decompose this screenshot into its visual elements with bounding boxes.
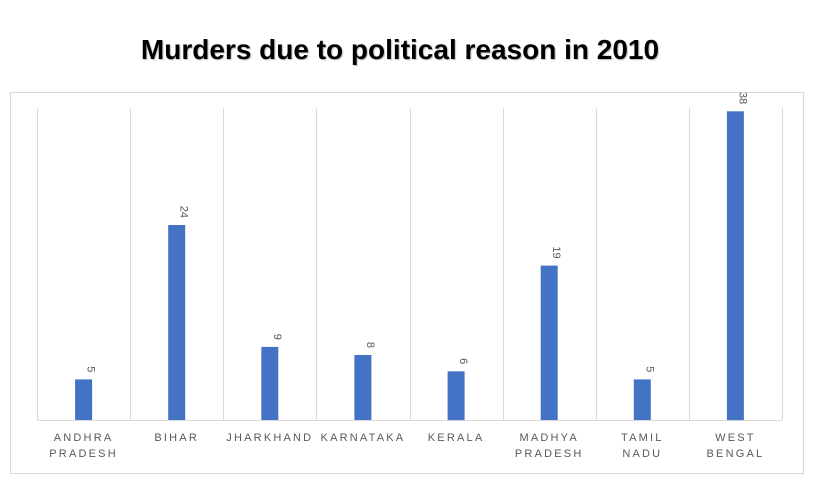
bar — [540, 265, 558, 420]
category-label-line: BENGAL — [707, 448, 765, 460]
category-label-line: KERALA — [428, 432, 485, 444]
category-label-line: NADU — [622, 448, 662, 460]
category-label: KARNATAKA — [321, 432, 406, 444]
bar — [354, 355, 372, 420]
bar — [726, 111, 744, 421]
category-label: MADHYA PRADESH — [515, 432, 584, 460]
category-label-line: TAMIL — [621, 432, 664, 444]
category-label-line: KARNATAKA — [321, 432, 406, 444]
data-label: 9 — [271, 334, 283, 340]
chart-title: Murders due to political reason in 2010 — [140, 34, 660, 65]
category-label-line: BIHAR — [154, 432, 199, 444]
category-label-line: JHARKHAND — [226, 432, 313, 444]
category-label-line: ANDHRA — [54, 432, 114, 444]
category-label-line: PRADESH — [49, 448, 118, 460]
category-label: TAMIL NADU — [621, 432, 664, 460]
category-label-line: MADHYA — [519, 432, 578, 444]
data-label: 24 — [178, 206, 190, 218]
category-label: ANDHRA PRADESH — [49, 432, 118, 460]
data-label: 8 — [364, 342, 376, 348]
bar — [447, 371, 465, 421]
bar — [261, 346, 279, 420]
data-label: 19 — [550, 246, 562, 258]
bar — [75, 379, 93, 420]
chart-area — [10, 92, 804, 474]
bar — [633, 379, 651, 420]
category-label: KERALA — [428, 432, 485, 444]
data-label: 5 — [85, 366, 97, 372]
data-label: 38 — [736, 92, 748, 104]
data-label: 6 — [457, 358, 469, 364]
bar — [168, 225, 186, 420]
category-label: BIHAR — [154, 432, 199, 444]
data-label: 5 — [643, 366, 655, 372]
category-label-line: WEST — [715, 432, 756, 444]
category-label-line: PRADESH — [515, 448, 584, 460]
category-label: JHARKHAND — [226, 432, 313, 444]
category-label: WEST BENGAL — [707, 432, 765, 460]
